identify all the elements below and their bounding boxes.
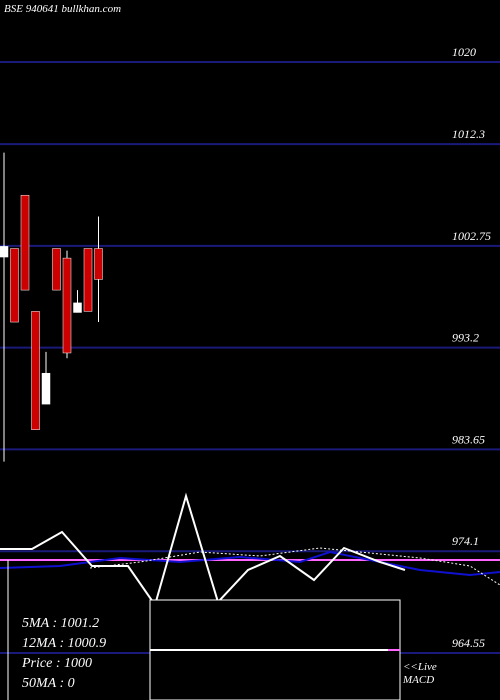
slow-line: [0, 550, 500, 577]
y-tick-label: 964.55: [452, 636, 485, 650]
candle-body: [0, 246, 9, 258]
grid-lines: [0, 61, 500, 654]
candle-body: [94, 248, 103, 280]
macd-indicator: [0, 492, 500, 700]
y-tick-labels: 1020 1012.3 1002.75 993.2 983.65 974.1 964.55: [452, 45, 491, 650]
live-macd-label: <<Live MACD: [403, 661, 437, 687]
y-tick-label: 1012.3: [452, 127, 485, 141]
ma5-value: 5MA : 1001.2: [22, 616, 100, 631]
y-tick-label: 1020: [452, 45, 476, 59]
candle-body: [73, 302, 82, 313]
candle-body: [52, 248, 61, 291]
y-tick-label: 1002.75: [452, 229, 491, 243]
candles: [0, 152, 103, 462]
ma50-value: 50MA : 0: [22, 676, 75, 691]
moving-average-stats: 5MA : 1001.2 12MA : 1000.9 Price : 1000 …: [22, 614, 106, 694]
candle-body: [83, 248, 93, 312]
y-tick-label: 974.1: [452, 534, 479, 548]
candle-body: [10, 248, 19, 323]
y-tick-label: 983.65: [452, 432, 485, 446]
candle-body: [62, 257, 72, 354]
candle-body: [31, 311, 40, 430]
ma12-value: 12MA : 1000.9: [22, 636, 107, 651]
price-value: Price : 1000: [22, 656, 92, 671]
candle-body: [41, 372, 51, 405]
fast-line: [0, 492, 406, 608]
y-tick-label: 993.2: [452, 331, 479, 345]
live-link[interactable]: <<Live: [403, 661, 437, 673]
macd-label: MACD: [403, 674, 435, 686]
chart-title: BSE 940641 bullkhan.com: [4, 3, 122, 15]
candle-body: [20, 194, 30, 291]
